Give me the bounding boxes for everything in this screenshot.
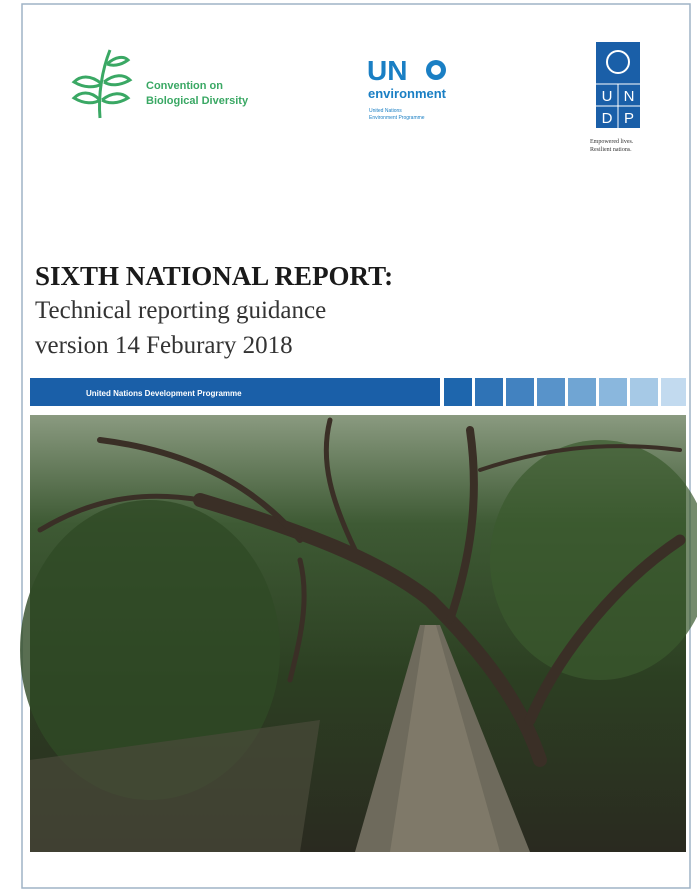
report-subtitle: version 14 Feburary 2018 bbox=[35, 332, 293, 359]
undp-tagline: Empowered lives. bbox=[590, 139, 634, 145]
undp-letter: U bbox=[602, 88, 613, 105]
undp-letter: N bbox=[624, 88, 635, 105]
unep-emblem bbox=[431, 65, 441, 75]
undp-letter: P bbox=[624, 110, 634, 127]
unep-mark: UN bbox=[367, 55, 407, 86]
cover-photo bbox=[20, 415, 697, 852]
cbd-name: Convention on bbox=[146, 80, 223, 92]
band-squares bbox=[444, 378, 686, 406]
report-heading: SIXTH NATIONAL REPORT: bbox=[35, 261, 393, 291]
page: Convention on Biological Diversity UN en… bbox=[0, 0, 697, 889]
document-cover: Convention on Biological Diversity UN en… bbox=[0, 0, 697, 889]
unep-name: environment bbox=[368, 86, 447, 101]
undp-letter: D bbox=[602, 110, 613, 127]
undp-tagline: Resilient nations. bbox=[590, 147, 632, 153]
unep-caption: United Nations bbox=[369, 108, 402, 114]
band-text: United Nations Development Programme bbox=[86, 389, 242, 398]
report-subtitle: Technical reporting guidance bbox=[35, 297, 326, 324]
cbd-name: Biological Diversity bbox=[146, 95, 249, 107]
unep-caption: Environment Programme bbox=[369, 115, 425, 121]
